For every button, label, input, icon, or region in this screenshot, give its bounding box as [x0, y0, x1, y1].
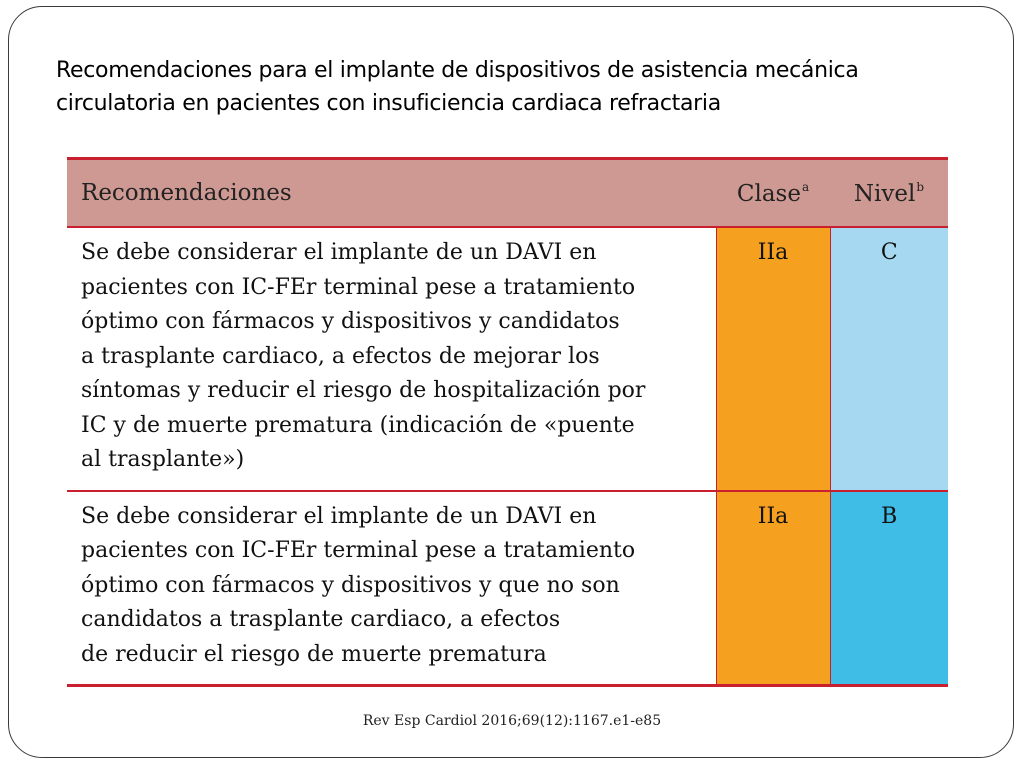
slide-title-line-2: circulatoria en pacientes con insuficien…	[56, 91, 721, 116]
class-cell: IIa	[716, 227, 831, 492]
recommendation-line: pacientes con IC-FEr terminal pese a tra…	[81, 274, 636, 300]
recommendation-line: IC y de muerte prematura (indicación de …	[81, 412, 635, 438]
citation: Rev Esp Cardiol 2016;69(12):1167.e1-e85	[362, 713, 662, 729]
class-cell: IIa	[716, 490, 831, 686]
recommendation-line: pacientes con IC-FEr terminal pese a tra…	[81, 538, 636, 563]
recommendation-line: candidatos a trasplante cardiaco, a efec…	[81, 607, 561, 632]
header-recommendations: Recomendaciones	[67, 158, 716, 228]
recommendation-line: óptimo con fármacos y dispositivos y can…	[81, 309, 620, 334]
table-row: Se debe considerar el implante de un DAV…	[67, 490, 948, 686]
level-cell: B	[830, 490, 948, 686]
recommendation-line: al trasplante»)	[81, 447, 245, 472]
slide-title: Recomendaciones para el implante de disp…	[56, 54, 976, 120]
recommendation-line: a trasplante cardiaco, a efectos de mejo…	[81, 343, 600, 369]
header-level-footnote: b	[916, 179, 925, 194]
recommendation-line: de reducir el riesgo de muerte prematura	[81, 641, 547, 667]
header-class-footnote: a	[801, 179, 810, 194]
table-header-row: Recomendaciones Clasea Nivelb	[67, 158, 948, 228]
recommendation-text: Se debe considerar el implante de un DAV…	[67, 490, 717, 686]
header-level-label: Nivel	[853, 180, 916, 207]
recommendation-line: síntomas y reducir el riesgo de hospital…	[81, 378, 646, 403]
level-cell: C	[830, 227, 948, 492]
recommendation-line: Se debe considerar el implante de un DAV…	[81, 503, 597, 529]
header-level: Nivelb	[830, 158, 948, 228]
slide-frame	[8, 6, 1014, 758]
recommendation-line: óptimo con fármacos y dispositivos y que…	[81, 572, 620, 598]
header-recommendations-label: Recomendaciones	[81, 180, 292, 206]
recommendation-line: Se debe considerar el implante de un DAV…	[81, 240, 597, 265]
table-row: Se debe considerar el implante de un DAV…	[67, 227, 948, 492]
slide-title-line-1: Recomendaciones para el implante de disp…	[56, 58, 859, 83]
header-class-label: Clase	[736, 180, 801, 207]
recommendations-table: Recomendaciones Clasea Nivelb Se debe co…	[67, 157, 948, 687]
header-class: Clasea	[716, 158, 830, 228]
recommendation-text: Se debe considerar el implante de un DAV…	[67, 227, 717, 492]
